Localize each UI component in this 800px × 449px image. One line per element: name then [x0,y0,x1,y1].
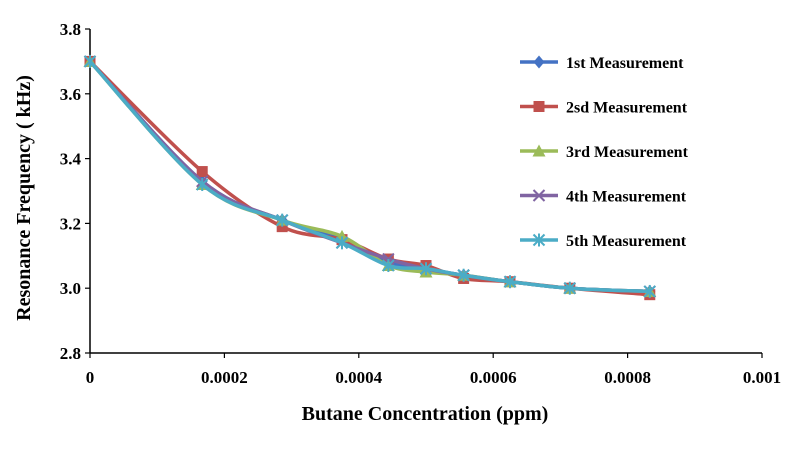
y-tick-label: 3.4 [60,150,82,169]
legend-label: 4th Measurement [566,189,687,206]
x-marker-stroke [532,189,546,202]
y-tick-label: 3.8 [60,20,81,39]
square-marker [196,166,208,178]
x-tick-label: 0.0004 [335,368,382,387]
x-tick-label: 0 [86,368,95,387]
square-marker [533,101,545,112]
y-tick-label: 2.8 [60,344,81,363]
series-5 [83,54,656,298]
legend-item-1: 1st Measurement [520,55,684,72]
asterisk-marker [643,284,656,298]
asterisk-marker [503,275,517,289]
y-tick-label: 3.0 [60,279,81,298]
series-2 [84,55,656,301]
triangle-marker [532,144,546,157]
series-1 [84,54,656,298]
legend-label: 2sd Measurement [566,100,688,117]
asterisk-marker [335,236,349,250]
asterisk-marker [83,54,97,68]
series-4 [83,55,656,298]
series-line [88,60,650,297]
series-3 [83,54,657,297]
x-axis-title: Butane Concentration (ppm) [302,403,549,425]
legend-item-2: 2sd Measurement [520,100,688,117]
asterisk-marker [563,281,577,295]
axes: 2.8 3.0 3.2 3.4 3.6 3.8 0 0.0002 0.0004 0.0006 0.0… [60,20,781,387]
y-axis-title: Resonance Frequency ( kHz) [13,75,35,321]
y-tick-label: 3.2 [60,214,81,233]
diamond-marker [533,55,545,69]
legend-label: 1st Measurement [566,55,684,72]
y-tick-label: 3.6 [60,85,81,104]
asterisk-marker [532,233,546,247]
x-tick-label: 0.0008 [604,368,651,387]
legend-item-4: 4th Measurement [520,189,687,206]
series-layer [83,54,657,301]
asterisk-marker [457,268,470,282]
legend-label: 3rd Measurement [566,144,689,161]
x-marker [532,189,546,202]
asterisk-marker [275,213,289,227]
x-tick-label: 0.0006 [470,368,517,387]
asterisk-marker [382,259,395,273]
legend-item-5: 5th Measurement [520,233,687,250]
asterisk-marker [419,262,433,276]
x-tick-label: 0.0002 [201,368,248,387]
x-tick-label: 0.001 [743,368,781,387]
legend-label: 5th Measurement [566,233,687,250]
series-line [88,60,650,294]
legend-item-3: 3rd Measurement [520,144,689,161]
legend: 1st Measurement 2sd Measurement 3rd Measur… [520,55,689,250]
asterisk-marker [196,178,209,192]
